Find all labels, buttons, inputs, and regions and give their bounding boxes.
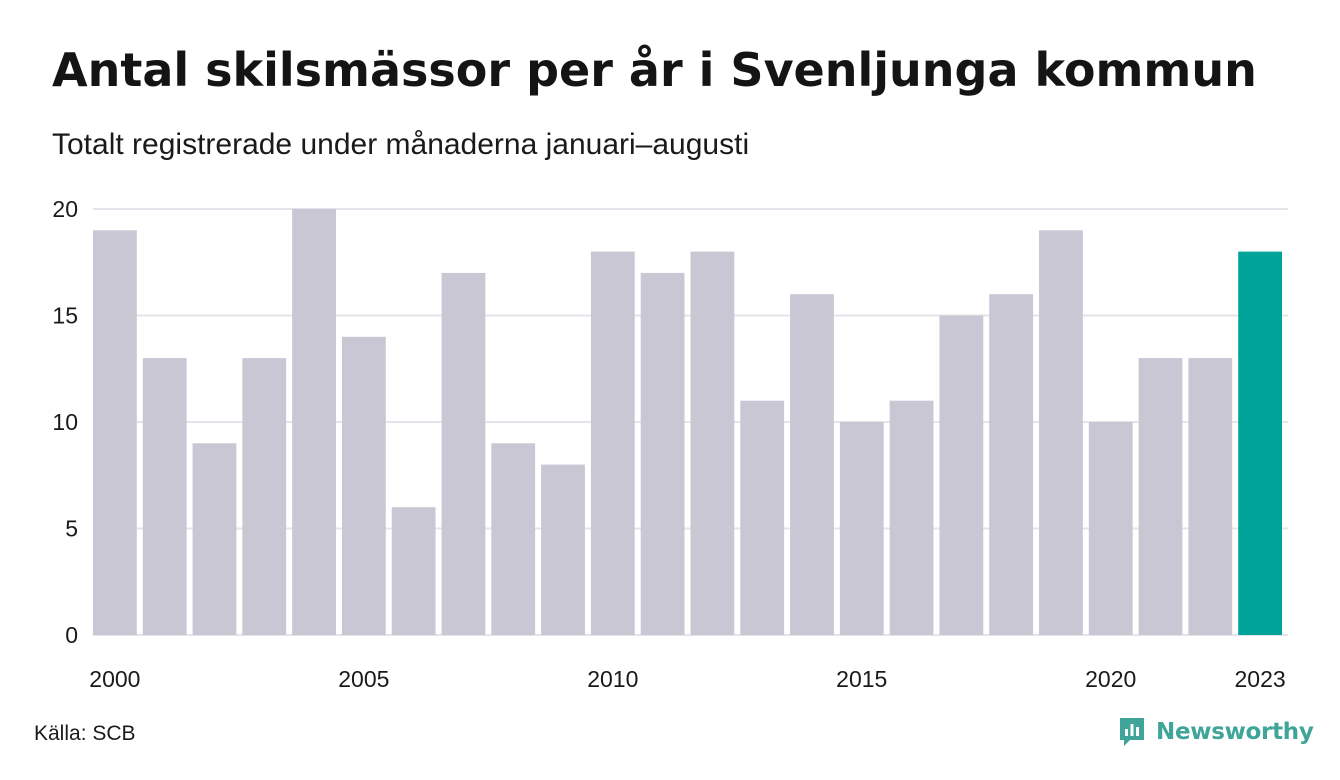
y-tick-label: 20 [52,196,78,222]
x-tick-label: 2015 [836,666,887,692]
chart-title: Antal skilsmässor per år i Svenljunga ko… [52,43,1257,97]
y-tick-label: 15 [52,303,78,329]
bars [93,209,1282,636]
chart-subtitle: Totalt registrerade under månaderna janu… [52,128,750,161]
x-tick-label: 2005 [338,666,389,692]
y-tick-label: 5 [65,516,78,542]
bar-2009 [541,464,585,635]
bar-2011 [640,272,685,635]
bar-2007 [441,272,486,635]
bar-2020 [1088,422,1133,635]
bar-2023 [1238,251,1282,635]
bar-2012 [690,251,735,635]
bar-2003 [242,358,287,635]
bar-2021 [1138,358,1183,635]
x-axis-ticks: 2000 2005 2010 2015 2020 2023 [89,666,1285,692]
bar-2005 [341,336,386,635]
bar-2006 [391,507,436,635]
bar-2010 [590,251,635,635]
x-tick-label: 2020 [1085,666,1136,692]
bar-2002 [192,443,237,635]
bar-2013 [740,400,785,635]
bar-2016 [889,400,934,635]
y-axis-ticks: 0 5 10 15 20 [52,196,78,648]
bar-2018 [989,294,1034,635]
x-tick-label: 2010 [587,666,638,692]
bar-2014 [790,294,834,635]
bar-2019 [1039,230,1083,636]
bar-2000 [93,230,137,636]
y-tick-label: 10 [52,409,78,435]
brand-mark: Newsworthy [1118,713,1314,751]
bar-2001 [142,358,187,635]
bar-2004 [292,209,336,635]
x-tick-label: 2023 [1235,666,1286,692]
bar-2022 [1188,358,1233,635]
newsworthy-logo-icon [1120,718,1144,746]
source-note: Källa: SCB [34,722,136,745]
brand-name: Newsworthy [1156,719,1314,745]
bar-2008 [491,443,536,635]
x-tick-label: 2000 [89,666,140,692]
y-tick-label: 0 [65,622,78,648]
bar-2015 [839,422,884,635]
bar-2017 [939,315,984,635]
